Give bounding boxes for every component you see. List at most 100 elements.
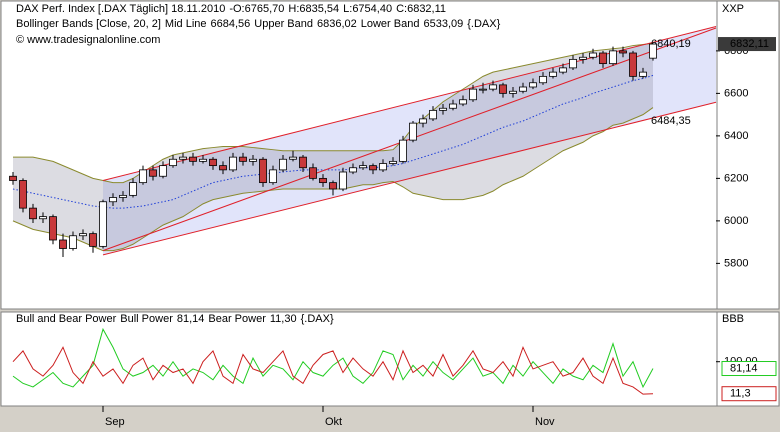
- power-line: [12, 345, 654, 395]
- y-tick-label: 6000: [724, 215, 748, 227]
- candle-body: [229, 156, 237, 171]
- candle-body: [9, 175, 17, 181]
- candle-body: [59, 239, 67, 249]
- candle-body: [359, 165, 367, 169]
- legend-value: 81,14: [177, 313, 205, 325]
- band-fill: [13, 43, 653, 251]
- candle-body: [39, 216, 47, 220]
- candle-body: [529, 82, 537, 88]
- band-line: [12, 74, 654, 209]
- watermark: © www.tradesignalonline.com: [16, 34, 160, 46]
- legend-label: Bull Power: [120, 313, 173, 325]
- candle-body: [429, 109, 437, 120]
- candle-body: [419, 118, 427, 124]
- candle-body: [499, 84, 507, 94]
- candle-body: [129, 182, 137, 196]
- last-price-box: [718, 37, 776, 52]
- ohlc-label: -O:6765,70: [229, 3, 284, 15]
- candle-body: [619, 50, 627, 54]
- candle-body: [239, 156, 247, 162]
- price-pane: [0, 0, 718, 310]
- candle-body: [29, 207, 37, 220]
- channel-line: [102, 101, 717, 256]
- axis-value-label: 11,3: [730, 388, 751, 400]
- candle-body: [479, 88, 487, 91]
- candle-body: [199, 158, 207, 162]
- candle-body: [19, 180, 27, 209]
- candle-body: [339, 171, 347, 190]
- chart-title: DAX Perf. Index [.DAX Täglich] 18.11.201…: [16, 3, 225, 15]
- ohlc-label: L:6754,40: [343, 3, 392, 15]
- candle-body: [559, 67, 567, 73]
- power-axis-title: BBB: [722, 313, 744, 325]
- candle-body: [449, 103, 457, 109]
- candle-body: [249, 158, 257, 162]
- channel-label: 6840,19: [651, 38, 691, 50]
- last-price-label: 6832,11: [730, 38, 769, 50]
- candle-body: [399, 139, 407, 162]
- candle-body: [179, 156, 187, 160]
- x-tick-label: Sep: [105, 416, 125, 428]
- candle-body: [99, 201, 107, 247]
- candle-body: [509, 90, 517, 94]
- channel-label: 6484,35: [651, 115, 691, 127]
- ohlc-label: C:6832,11: [396, 3, 446, 15]
- candle-body: [69, 235, 77, 249]
- candle-body: [189, 156, 197, 162]
- candle-body: [79, 233, 87, 237]
- candle-body: [259, 158, 267, 184]
- candle-body: [379, 163, 387, 171]
- candle-body: [629, 52, 637, 77]
- candle-body: [299, 156, 307, 169]
- candle-body: [119, 194, 127, 198]
- legend-label: Lower Band: [361, 18, 420, 30]
- candle-body: [469, 88, 477, 101]
- candle-body: [139, 169, 147, 184]
- candle-body: [49, 216, 57, 241]
- candle-body: [109, 197, 117, 203]
- candle-body: [489, 84, 497, 90]
- candle-body: [549, 71, 557, 77]
- y-tick-label: 6400: [724, 130, 748, 142]
- candle-body: [519, 86, 527, 92]
- y-tick-label: 6200: [724, 172, 748, 184]
- legend-label: Upper Band: [254, 18, 313, 30]
- candle-body: [269, 169, 277, 184]
- candle-body: [369, 165, 377, 171]
- power-pane: [0, 311, 718, 407]
- axis-value-label: 81,14: [730, 362, 758, 374]
- indicator-symbol: {.DAX}: [301, 313, 334, 325]
- candle-body: [459, 99, 467, 105]
- candle-body: [349, 167, 357, 173]
- candle-body: [599, 52, 607, 65]
- candle-body: [309, 167, 317, 179]
- candle-body: [289, 156, 297, 160]
- candle-body: [539, 75, 547, 84]
- candle-body: [389, 160, 397, 164]
- candle-body: [579, 56, 587, 60]
- candle-body: [589, 52, 597, 58]
- y-tick-label: 6600: [724, 87, 748, 99]
- price-axis-title: XXP: [722, 3, 744, 15]
- candle-body: [149, 169, 157, 177]
- legend-label: Mid Line: [165, 18, 207, 30]
- candle-body: [209, 158, 217, 167]
- candle-body: [319, 177, 327, 184]
- y-tick-label: 5800: [724, 257, 748, 269]
- legend-value: 6684,56: [211, 18, 251, 30]
- axis-value-box: [721, 361, 777, 377]
- indicator-title: Bollinger Bands [Close, 20, 2]: [16, 18, 161, 30]
- candle-body: [639, 71, 647, 77]
- candle-body: [439, 107, 447, 111]
- indicator-title: Bull and Bear Power: [16, 313, 117, 325]
- band-line: [13, 42, 654, 184]
- power-line: [12, 327, 654, 389]
- legend-value: 11,30: [270, 313, 297, 325]
- x-tick-label: Okt: [325, 416, 342, 428]
- legend-label: Bear Power: [208, 313, 266, 325]
- candle-body: [219, 165, 227, 171]
- candle-body: [279, 158, 287, 171]
- candle-body: [649, 43, 657, 59]
- candle-body: [569, 58, 577, 69]
